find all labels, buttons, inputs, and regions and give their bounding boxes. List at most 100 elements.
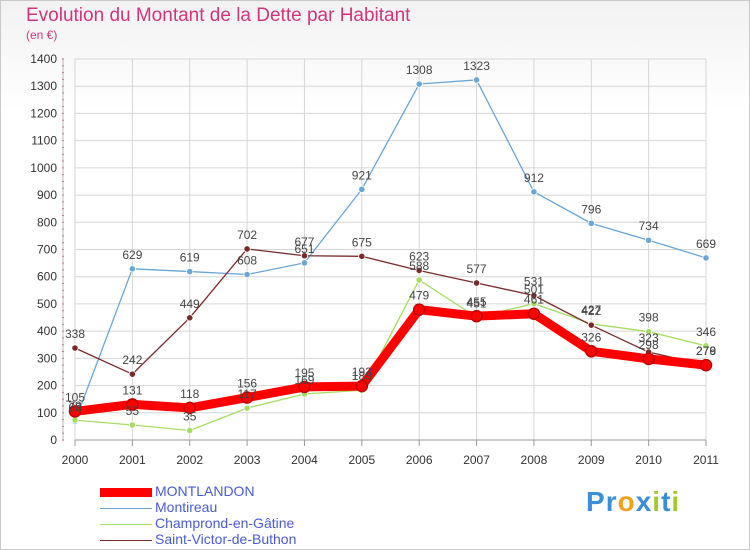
data-label-champrond: 35	[183, 409, 197, 423]
data-label-montlandon: 455	[467, 295, 487, 309]
series-line-montireau	[74, 79, 707, 423]
data-label-saint-victor: 338	[65, 327, 85, 341]
data-point-montireau	[587, 219, 595, 227]
data-point-champrond	[530, 300, 538, 308]
data-point-montlandon	[642, 352, 655, 366]
data-point-montireau	[530, 188, 538, 196]
chart-title: Evolution du Montant de la Dette par Hab…	[26, 5, 411, 26]
data-label-montireau: 619	[180, 251, 200, 265]
data-point-montireau	[358, 185, 366, 193]
legend-item-montireau[interactable]: Montireau	[100, 499, 400, 517]
x-tick-label: 2006	[406, 453, 433, 467]
data-label-saint-victor: 702	[237, 228, 257, 242]
data-point-montireau	[702, 254, 710, 262]
data-label-montireau: 669	[696, 237, 716, 251]
legend-item-champrond[interactable]: Champrond-en-Gâtine	[100, 515, 400, 533]
data-label-champrond: 117	[238, 387, 257, 401]
data-label-saint-victor: 675	[352, 235, 372, 249]
y-tick-label: 1100	[31, 134, 57, 148]
data-label-saint-victor: 677	[294, 235, 314, 249]
y-tick-label: 1200	[30, 106, 57, 120]
legend-swatch-saint-victor	[100, 540, 152, 541]
data-label-champrond: 398	[639, 311, 659, 325]
y-tick-label: 1400	[30, 52, 57, 66]
data-point-montireau	[186, 267, 194, 276]
data-label-montireau: 1308	[406, 63, 433, 77]
data-point-montlandon	[126, 398, 139, 411]
axis-layer: 0 100 200 300 400 500 600 700 800 900 1000 1100 1200…	[30, 52, 719, 467]
series-layer	[68, 76, 713, 435]
data-label-montireau: 921	[352, 168, 372, 182]
data-point-saint-victor	[186, 314, 194, 322]
data-point-champrond	[645, 328, 653, 336]
y-tick-label: 1300	[30, 79, 57, 93]
data-point-champrond	[186, 426, 194, 435]
data-label-montlandon: 195	[294, 366, 314, 380]
data-point-champrond	[243, 404, 251, 412]
data-point-saint-victor	[71, 344, 79, 352]
data-point-saint-victor	[128, 370, 136, 378]
x-tick-label: 2003	[234, 453, 261, 467]
data-label-montireau: 68	[68, 400, 82, 414]
data-point-montlandon	[298, 380, 311, 394]
data-point-saint-victor	[472, 279, 481, 287]
data-point-champrond	[128, 421, 136, 429]
data-point-montlandon	[699, 358, 713, 372]
data-label-montireau: 734	[639, 219, 659, 233]
legend-label-montlandon: MONTLANDON	[155, 483, 255, 499]
data-point-saint-victor	[415, 266, 423, 275]
brand-letter: o	[617, 486, 636, 517]
y-tick-label: 1000	[30, 161, 57, 175]
y-tick-label: 600	[37, 270, 57, 284]
data-label-saint-victor: 449	[180, 297, 200, 311]
chart-subtitle: (en €)	[26, 28, 58, 42]
data-label-montireau: 912	[524, 171, 544, 185]
data-label-layer: 105 131 118 156 195 193 479 455 461 326 298 276 68 62…	[65, 59, 716, 424]
data-label-champrond: 346	[696, 325, 716, 339]
series-line-montlandon	[70, 305, 711, 416]
data-label-montlandon: 276	[696, 344, 716, 358]
legend-item-montlandon[interactable]: MONTLANDON	[100, 483, 400, 501]
data-label-montlandon: 461	[524, 293, 544, 307]
y-tick-label: 500	[37, 297, 57, 311]
data-point-saint-victor	[530, 291, 538, 300]
data-point-montlandon	[527, 307, 541, 320]
y-tick-label: 400	[37, 324, 57, 338]
data-point-montlandon	[240, 391, 254, 404]
data-point-champrond	[415, 276, 423, 284]
y-tick-label: 300	[37, 351, 57, 365]
data-label-montireau: 629	[122, 248, 142, 262]
data-label-saint-victor: 422	[581, 304, 601, 318]
data-label-saint-victor: 577	[467, 262, 487, 276]
data-point-champrond	[702, 342, 710, 350]
legend-swatch-montlandon	[100, 488, 152, 497]
x-tick-label: 2011	[693, 453, 719, 467]
brand-letter: t	[661, 486, 672, 517]
data-point-montireau	[415, 80, 423, 88]
y-tick-label: 200	[37, 379, 57, 393]
data-label-saint-victor: 623	[409, 249, 429, 263]
data-label-saint-victor: 242	[122, 353, 142, 367]
data-label-saint-victor: 323	[639, 331, 659, 345]
data-label-montlandon: 298	[639, 338, 659, 352]
data-point-montireau	[243, 270, 251, 279]
data-label-montlandon: 156	[237, 377, 257, 391]
data-point-saint-victor	[243, 245, 251, 253]
data-label-montlandon: 479	[409, 289, 429, 303]
brand-letter: i	[671, 486, 681, 517]
legend-item-saint-victor[interactable]: Saint-Victor-de-Buthon	[100, 531, 400, 549]
series-line-saint-victor	[74, 248, 707, 375]
data-label-champrond: 183	[352, 369, 372, 383]
data-point-champrond	[71, 416, 79, 424]
data-point-montireau	[128, 265, 136, 273]
data-label-montireau: 651	[294, 242, 314, 256]
data-label-champrond: 588	[409, 259, 429, 273]
x-tick-label: 2005	[348, 453, 375, 467]
series-line-champrond	[74, 279, 707, 432]
y-tick-label: 0	[50, 433, 57, 447]
data-label-champrond: 451	[467, 296, 487, 310]
y-tick-label: 900	[37, 188, 57, 202]
x-tick-label: 2000	[62, 453, 89, 467]
x-tick-label: 2001	[119, 453, 146, 467]
